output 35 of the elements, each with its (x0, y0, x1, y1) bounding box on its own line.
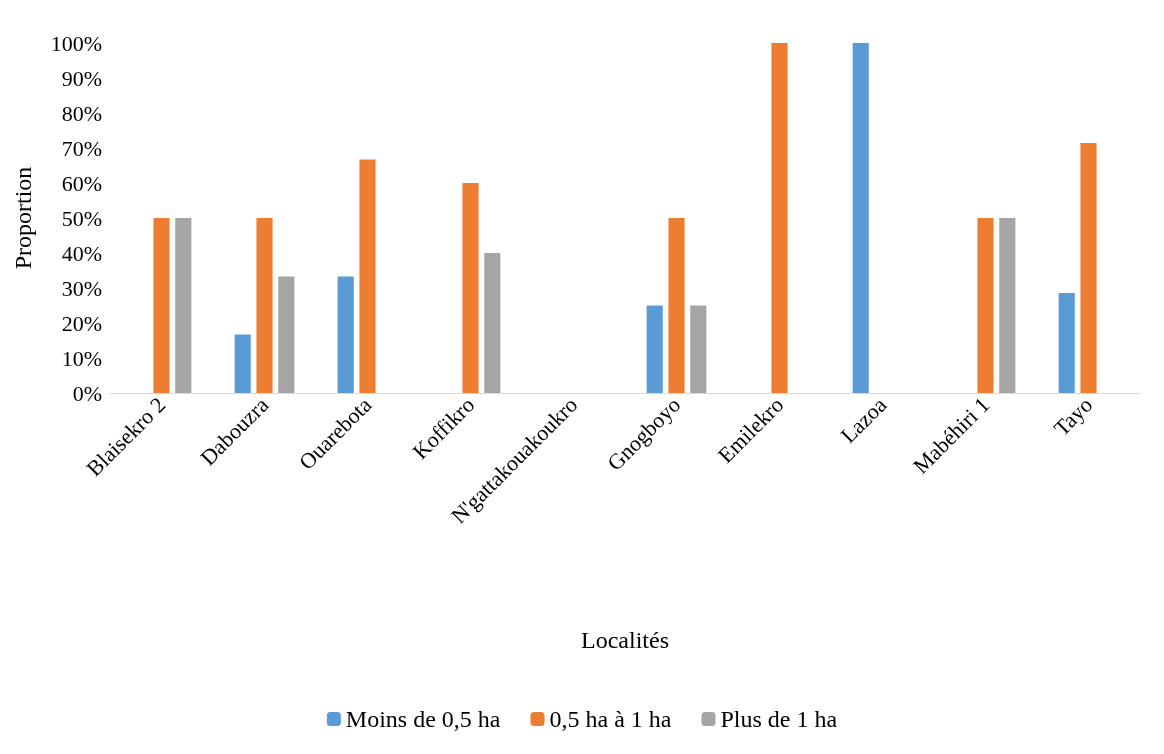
bar (234, 334, 251, 393)
bar (278, 276, 295, 393)
y-tick-label: 100% (50, 30, 102, 56)
y-tick-label: 60% (61, 170, 102, 196)
y-tick-label: 40% (61, 240, 102, 266)
legend-label: Moins de 0,5 ha (345, 706, 501, 732)
y-tick-label: 0% (72, 380, 102, 406)
legend-label: 0,5 ha à 1 ha (549, 706, 672, 732)
x-axis-title: Localités (581, 627, 669, 653)
y-tick-label: 30% (61, 275, 102, 301)
bar (999, 218, 1016, 393)
bar (484, 253, 501, 393)
bar (690, 305, 707, 393)
bar (668, 218, 685, 393)
bar (771, 43, 788, 393)
y-tick-label: 20% (61, 310, 102, 336)
bar (359, 159, 376, 393)
bar (153, 218, 170, 393)
legend-label: Plus de 1 ha (720, 706, 838, 732)
y-tick-label: 80% (61, 100, 102, 126)
bar (462, 183, 479, 393)
y-tick-label: 70% (61, 135, 102, 161)
bar (1058, 292, 1075, 393)
bar (256, 218, 273, 393)
y-tick-label: 10% (61, 345, 102, 371)
bar (646, 305, 663, 393)
bar (977, 218, 994, 393)
y-axis-title: Proportion (10, 166, 36, 270)
x-tick-label: Tayo (1048, 392, 1098, 441)
bar (337, 276, 354, 393)
bar (852, 43, 869, 393)
y-tick-label: 50% (61, 205, 102, 231)
bar (175, 218, 192, 393)
bar (1080, 143, 1097, 393)
y-tick-label: 90% (61, 65, 102, 91)
